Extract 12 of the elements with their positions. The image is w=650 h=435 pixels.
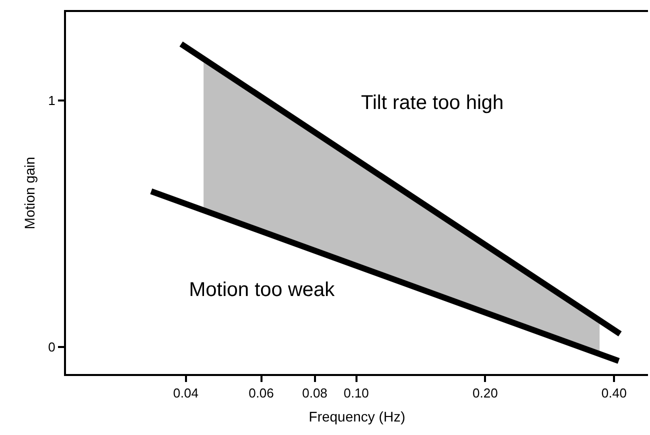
y-tick-label: 1 [48,93,56,108]
x-tick-label: 0.20 [472,386,498,401]
x-tick-label: 0.40 [601,386,627,401]
x-tick-label: 0.10 [344,386,369,401]
x-tick-label: 0.06 [248,386,274,401]
y-axis-title: Motion gain [21,156,38,230]
annotation: Motion too weak [189,279,336,301]
annotation: Tilt rate too high [361,92,504,114]
x-tick-label: 0.04 [173,386,198,401]
x-tick-label: 0.08 [302,386,328,401]
y-tick-label: 0 [48,339,56,354]
x-axis-title: Frequency (Hz) [308,408,406,424]
